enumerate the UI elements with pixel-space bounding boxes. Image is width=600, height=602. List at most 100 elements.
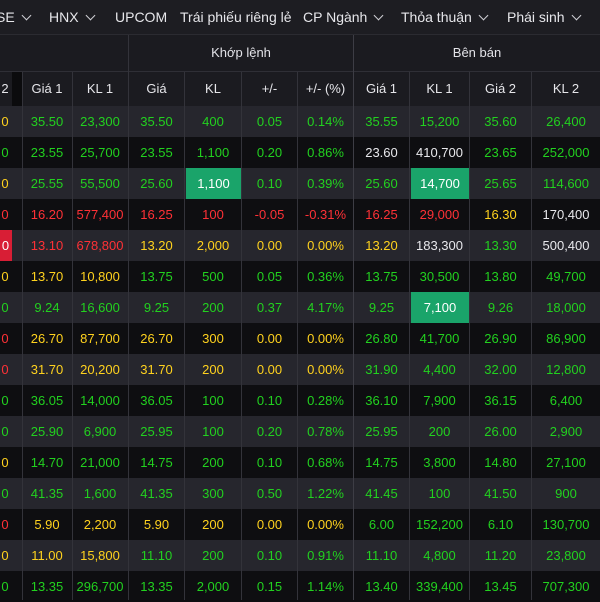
cell-bid-price-1: 36.05 — [30, 393, 64, 408]
table-row[interactable]: 0 14.70 21,000 14.75 200 0.10 0.68% 14.75 3,800 1… — [0, 447, 600, 478]
column-header-change[interactable]: +/- — [242, 72, 297, 107]
column-header-bid-price-2[interactable]: 2 — [0, 72, 12, 107]
cell-ask-volume-1: 4,800 — [423, 548, 456, 563]
cell-match-price: 25.95 — [140, 424, 173, 439]
table-row[interactable]: 0 16.20 577,400 16.25 100 -0.05 -0.31% 16.25 29,… — [0, 199, 600, 230]
tab-hnx[interactable]: HNX — [49, 0, 96, 34]
cell-bid-price-2: 0 — [1, 269, 9, 284]
column-header-ask-volume-1[interactable]: KL 1 — [410, 72, 469, 107]
table-row[interactable]: 0 13.10 678,800 13.20 2,000 0.00 0.00% 13.20 183… — [0, 230, 600, 261]
cell-ask-volume-2: 2,900 — [549, 424, 583, 439]
table-row[interactable]: 0 25.90 6,900 25.95 100 0.20 0.78% 25.95 200 26.0… — [0, 416, 600, 447]
column-divider — [353, 35, 354, 600]
cell-bid-price-2: 0 — [1, 579, 9, 594]
cell-match-volume: 100 — [202, 424, 224, 439]
cell-change-percent: 1.22% — [307, 486, 344, 501]
column-divider — [297, 72, 298, 600]
tab-derivatives[interactable]: Phái sinh — [507, 0, 582, 34]
cell-change-percent: 0.28% — [307, 393, 344, 408]
cell-match-price: 13.75 — [140, 269, 173, 284]
cell-ask-price-1: 11.10 — [365, 548, 398, 563]
cell-match-volume: 1,100 — [196, 145, 230, 160]
tab-upcom[interactable]: UPCOM — [115, 0, 167, 34]
cell-match-volume: 2,000 — [196, 238, 230, 253]
cell-ask-price-2: 13.80 — [484, 269, 517, 284]
cell-ask-volume-2: 6,400 — [549, 393, 583, 408]
tab-hose[interactable]: SE — [0, 0, 32, 34]
chevron-down-icon — [373, 10, 384, 21]
cell-change-percent: 0.14% — [307, 114, 344, 129]
cell-ask-price-2: 13.45 — [484, 579, 517, 594]
table-row[interactable]: 0 36.05 14,000 36.05 100 0.10 0.28% 36.10 7,900 3… — [0, 385, 600, 416]
column-header-ask-price-1[interactable]: Giá 1 — [354, 72, 409, 107]
table-row[interactable]: 0 31.70 20,200 31.70 200 0.00 0.00% 31.90 4,400 3… — [0, 354, 600, 385]
cell-ask-price-1: 26.80 — [365, 331, 398, 346]
cell-bid-price-1: 35.50 — [30, 114, 64, 129]
cell-ask-volume-1: 410,700 — [416, 145, 463, 160]
cell-ask-volume-2: 130,700 — [542, 517, 590, 532]
table-row[interactable]: 0 5.90 2,200 5.90 200 0.00 0.00% 6.00 152,200 6.1… — [0, 509, 600, 540]
cell-ask-volume-1: 30,500 — [419, 269, 460, 284]
table-row[interactable]: 0 13.70 10,800 13.75 500 0.05 0.36% 13.75 30,500… — [0, 261, 600, 292]
tab-negotiated[interactable]: Thỏa thuận — [401, 0, 489, 34]
cell-ask-price-2: 11.20 — [484, 548, 517, 563]
table-row[interactable]: 0 13.35 296,700 13.35 2,000 0.15 1.14% 13.40 339… — [0, 571, 600, 602]
cell-change: 0.10 — [256, 455, 283, 470]
column-header-change-percent[interactable]: +/- (%) — [298, 72, 353, 107]
column-header-match-volume[interactable]: KL — [185, 72, 241, 107]
cell-change-percent: -0.31% — [304, 207, 347, 222]
table-row[interactable]: 0 23.55 25,700 23.55 1,100 0.20 0.86% 23.60 410,… — [0, 137, 600, 168]
cell-change: -0.05 — [254, 207, 285, 222]
cell-match-volume: 2,000 — [196, 579, 230, 594]
cell-change-percent: 1.14% — [307, 579, 344, 594]
cell-bid-price-1: 9.24 — [34, 300, 60, 315]
cell-bid-price-2: 0 — [1, 455, 9, 470]
cell-bid-price-2: 0 — [1, 145, 9, 160]
cell-bid-price-2: 0 — [1, 548, 9, 563]
cell-change: 0.10 — [256, 176, 283, 191]
cell-change: 0.37 — [256, 300, 283, 315]
column-header-bid-volume-1[interactable]: KL 1 — [72, 72, 128, 107]
cell-ask-price-2: 35.60 — [484, 114, 517, 129]
column-header-bid-price-1[interactable]: Giá 1 — [22, 72, 72, 107]
cell-change: 0.15 — [256, 579, 283, 594]
cell-change-percent: 0.00% — [307, 238, 344, 253]
cell-match-price: 35.50 — [140, 114, 173, 129]
cell-ask-price-1: 13.75 — [365, 269, 398, 284]
table-row[interactable]: 0 11.00 15,800 11.10 200 0.10 0.91% 11.10 4,800 1… — [0, 540, 600, 571]
cell-ask-volume-1: 100 — [428, 486, 451, 501]
cell-ask-volume-1: 200 — [428, 424, 451, 439]
cell-ask-price-1: 25.60 — [365, 176, 398, 191]
cell-ask-volume-2: 27,100 — [546, 455, 586, 470]
cell-ask-volume-2: 252,000 — [542, 145, 590, 160]
tab-sector-stocks[interactable]: CP Ngành — [303, 0, 384, 34]
cell-ask-volume-2: 49,700 — [546, 269, 586, 284]
cell-match-volume: 300 — [202, 331, 224, 346]
cell-match-volume: 100 — [202, 207, 224, 222]
table-row[interactable]: 0 41.35 1,600 41.35 300 0.50 1.22% 41.45 100 41.5… — [0, 478, 600, 509]
cell-bid-volume-1: 55,500 — [80, 176, 120, 191]
cell-change: 0.00 — [256, 331, 283, 346]
cell-match-price: 11.10 — [140, 548, 173, 563]
table-row[interactable]: 0 25.55 55,500 25.60 1,100 0.10 0.39% 25.60 14,7… — [0, 168, 600, 199]
cell-ask-price-2: 6.10 — [487, 517, 514, 532]
cell-match-volume: 200 — [202, 362, 224, 377]
cell-bid-price-1: 5.90 — [34, 517, 60, 532]
cell-ask-price-1: 13.40 — [365, 579, 398, 594]
table-row[interactable]: 0 35.50 23,300 35.50 400 0.05 0.14% 35.55 15,200… — [0, 106, 600, 137]
cell-match-price: 13.35 — [140, 579, 173, 594]
column-header-ask-volume-2[interactable]: KL 2 — [532, 72, 600, 107]
table-row[interactable]: 0 26.70 87,700 26.70 300 0.00 0.00% 26.80 41,700… — [0, 323, 600, 354]
column-header-ask-price-2[interactable]: Giá 2 — [470, 72, 531, 107]
cell-bid-price-2: 0 — [1, 362, 9, 377]
cell-change: 0.00 — [256, 362, 283, 377]
cell-bid-price-1: 14.70 — [30, 455, 64, 470]
cell-ask-price-2: 26.90 — [484, 331, 517, 346]
column-header-match-price[interactable]: Giá — [129, 72, 184, 107]
tab-private-bonds[interactable]: Trái phiếu riêng lẻ — [180, 0, 292, 34]
cell-change-percent: 0.86% — [307, 145, 344, 160]
cell-bid-price-1: 26.70 — [30, 331, 64, 346]
cell-bid-price-2: 0 — [1, 300, 9, 315]
cell-bid-volume-1: 577,400 — [76, 207, 124, 222]
table-row[interactable]: 0 9.24 16,600 9.25 200 0.37 4.17% 9.25 7,100 9.26… — [0, 292, 600, 323]
